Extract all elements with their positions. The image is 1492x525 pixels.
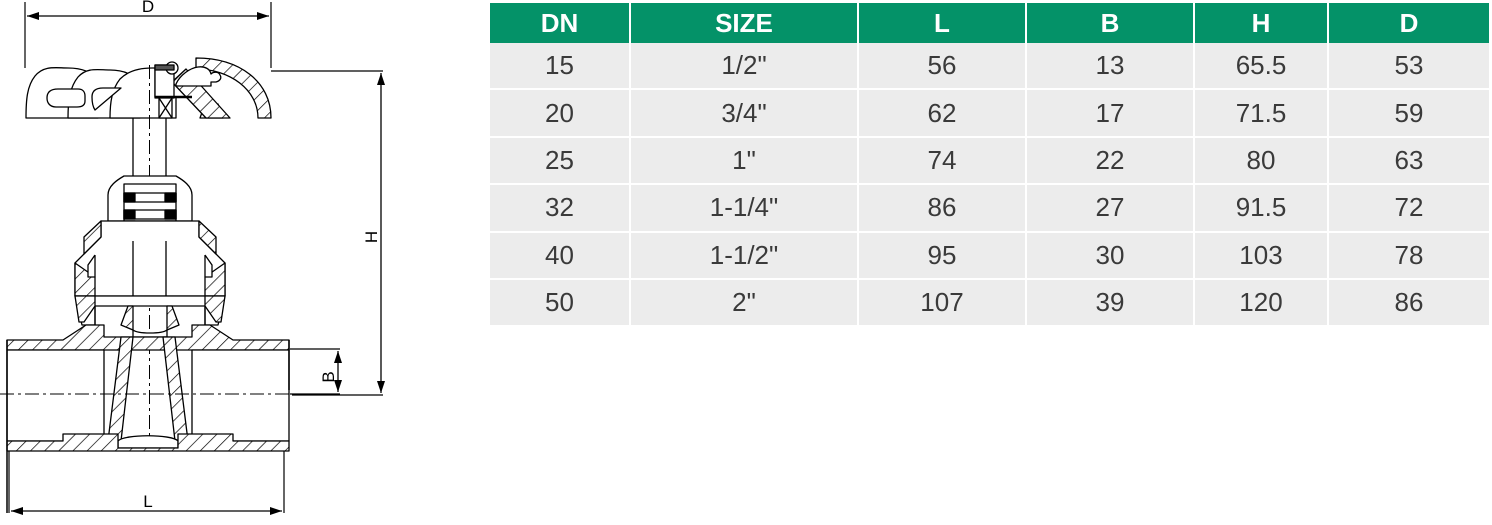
svg-text:D: D bbox=[142, 0, 154, 16]
svg-text:B: B bbox=[319, 371, 338, 382]
svg-text:H: H bbox=[362, 231, 381, 243]
svg-text:L: L bbox=[143, 492, 152, 511]
